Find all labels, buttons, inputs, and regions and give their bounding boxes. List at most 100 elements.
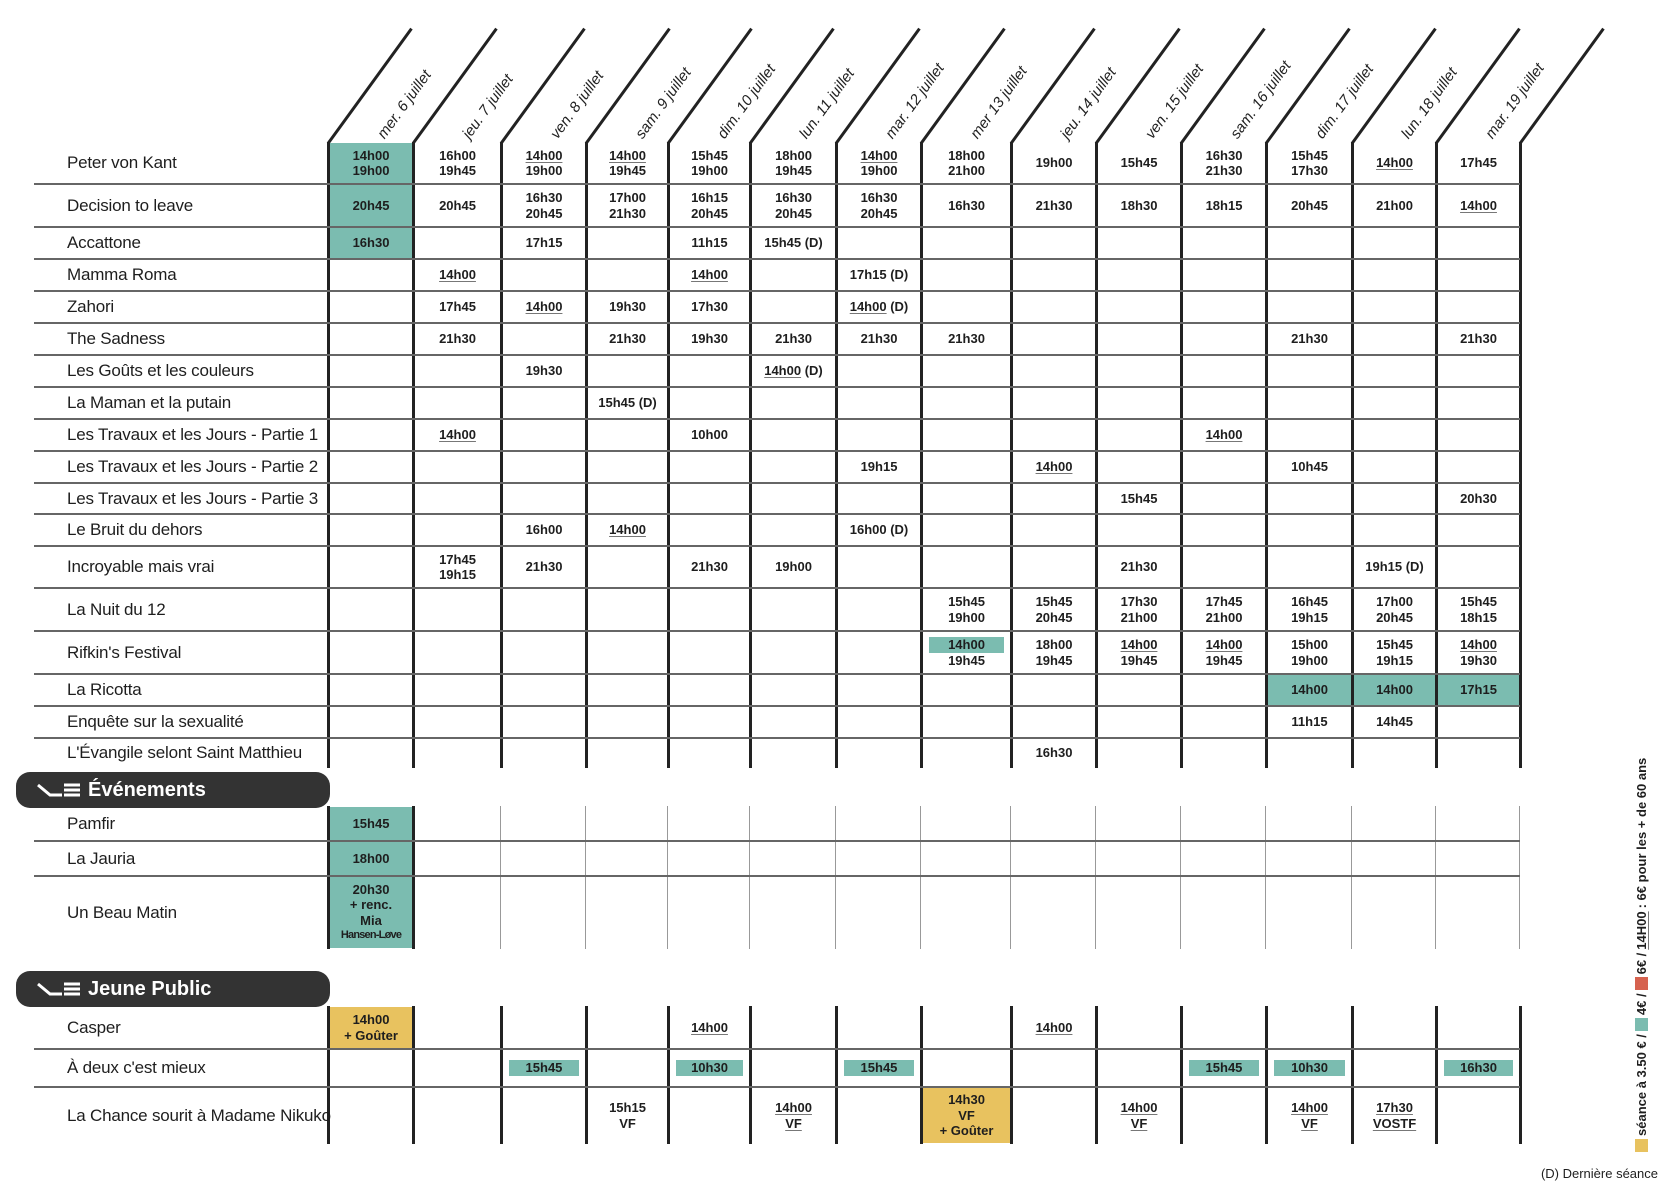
showtime-cell[interactable]: 17h45 19h15 bbox=[415, 547, 500, 587]
showtime-cell[interactable]: 20h45 bbox=[1268, 185, 1351, 226]
showtime-cell[interactable]: 16h30 bbox=[1438, 1050, 1519, 1086]
showtime-cell[interactable]: 14h00 VF bbox=[752, 1088, 835, 1143]
showtime-cell[interactable]: 17h15 bbox=[1438, 675, 1519, 705]
showtime-cell[interactable]: 14h00 bbox=[1354, 143, 1435, 183]
showtime-cell[interactable]: 15h45 (D) bbox=[588, 388, 667, 418]
showtime-cell[interactable]: 15h45 17h30 bbox=[1268, 143, 1351, 183]
showtime-cell[interactable]: 21h30 bbox=[503, 547, 585, 587]
showtime-cell[interactable]: 14h00 19h45 bbox=[1098, 632, 1180, 673]
showtime-cell[interactable]: 14h00 bbox=[1183, 420, 1265, 450]
showtime-cell[interactable]: 14h45 bbox=[1354, 707, 1435, 737]
showtime-cell[interactable]: 14h00 bbox=[1354, 675, 1435, 705]
showtime-cell[interactable]: 21h30 bbox=[752, 324, 835, 354]
showtime-cell[interactable]: 17h15 bbox=[503, 228, 585, 258]
showtime-cell[interactable]: 16h00 bbox=[503, 515, 585, 545]
showtime-cell[interactable]: 10h30 bbox=[1268, 1050, 1351, 1086]
showtime-cell[interactable]: 16h30 bbox=[1013, 739, 1095, 767]
showtime-cell[interactable]: 14h00 bbox=[588, 515, 667, 545]
showtime-cell[interactable]: 14h00 19h45 bbox=[588, 143, 667, 183]
showtime-cell[interactable]: 19h00 bbox=[752, 547, 835, 587]
showtime-cell[interactable]: 19h00 bbox=[1013, 143, 1095, 183]
showtime-cell[interactable]: 18h00 19h45 bbox=[752, 143, 835, 183]
showtime-cell[interactable]: 10h00 bbox=[670, 420, 749, 450]
showtime-cell[interactable]: 15h45 bbox=[1098, 484, 1180, 513]
showtime-cell[interactable]: 15h00 19h00 bbox=[1268, 632, 1351, 673]
showtime-cell[interactable]: 14h00 bbox=[670, 1007, 749, 1048]
showtime-cell[interactable]: 16h30 20h45 bbox=[838, 185, 920, 226]
showtime-cell[interactable]: 14h00 19h00 bbox=[503, 143, 585, 183]
showtime-cell[interactable]: 17h45 bbox=[415, 292, 500, 322]
showtime-cell[interactable]: 16h15 20h45 bbox=[670, 185, 749, 226]
showtime-cell[interactable]: 19h30 bbox=[503, 356, 585, 386]
showtime-cell[interactable]: 15h45 18h15 bbox=[1438, 589, 1519, 630]
showtime-cell[interactable]: 16h30 20h45 bbox=[752, 185, 835, 226]
showtime-cell[interactable]: 17h30 21h00 bbox=[1098, 589, 1180, 630]
showtime-cell[interactable]: 15h45 19h00 bbox=[923, 589, 1010, 630]
showtime-cell[interactable]: 20h30 bbox=[1438, 484, 1519, 513]
showtime-cell[interactable]: 19h15 bbox=[838, 452, 920, 482]
showtime-cell[interactable]: 20h30 + renc. Mia Hansen-Løve bbox=[330, 877, 412, 948]
showtime-cell[interactable]: 14h30 VF + Goûter bbox=[923, 1088, 1010, 1143]
showtime-cell[interactable]: 15h45 bbox=[330, 807, 412, 840]
showtime-cell[interactable]: 21h30 bbox=[838, 324, 920, 354]
showtime-cell[interactable]: 21h30 bbox=[1013, 185, 1095, 226]
showtime-cell[interactable]: 16h45 19h15 bbox=[1268, 589, 1351, 630]
showtime-cell[interactable]: 21h00 bbox=[1354, 185, 1435, 226]
showtime-cell[interactable]: 16h30 20h45 bbox=[503, 185, 585, 226]
showtime-cell[interactable]: 21h30 bbox=[588, 324, 667, 354]
showtime-cell[interactable]: 15h45 19h15 bbox=[1354, 632, 1435, 673]
showtime-cell[interactable]: 21h30 bbox=[415, 324, 500, 354]
showtime-cell[interactable]: 16h30 bbox=[923, 185, 1010, 226]
showtime-cell[interactable]: 16h30 bbox=[330, 228, 412, 258]
showtime-cell[interactable]: 14h00 bbox=[415, 260, 500, 290]
showtime-cell[interactable]: 19h15 (D) bbox=[1354, 547, 1435, 587]
showtime-cell[interactable]: 14h00 19h00 bbox=[838, 143, 920, 183]
showtime-cell[interactable]: 14h00 bbox=[503, 292, 585, 322]
showtime-cell[interactable]: 10h45 bbox=[1268, 452, 1351, 482]
showtime-cell[interactable]: 14h00 bbox=[1013, 1007, 1095, 1048]
showtime-cell[interactable]: 18h15 bbox=[1183, 185, 1265, 226]
showtime-cell[interactable]: 15h45 20h45 bbox=[1013, 589, 1095, 630]
showtime-cell[interactable]: 14h00 bbox=[1438, 185, 1519, 226]
showtime-cell[interactable]: 18h00 bbox=[330, 842, 412, 875]
showtime-cell[interactable]: 17h00 21h30 bbox=[588, 185, 667, 226]
showtime-cell[interactable]: 15h45 (D) bbox=[752, 228, 835, 258]
showtime-cell[interactable]: 21h30 bbox=[1098, 547, 1180, 587]
showtime-cell[interactable]: 15h45 bbox=[1098, 143, 1180, 183]
showtime-cell[interactable]: 14h00 (D) bbox=[838, 292, 920, 322]
showtime-cell[interactable]: 14h00 19h30 bbox=[1438, 632, 1519, 673]
showtime-cell[interactable]: 16h00 (D) bbox=[838, 515, 920, 545]
showtime-cell[interactable]: 17h45 bbox=[1438, 143, 1519, 183]
showtime-cell[interactable]: 20h45 bbox=[330, 185, 412, 226]
showtime-cell[interactable]: 14h00 (D) bbox=[752, 356, 835, 386]
showtime-cell[interactable]: 14h00 bbox=[670, 260, 749, 290]
showtime-cell[interactable]: 18h00 19h45 bbox=[1013, 632, 1095, 673]
showtime-cell[interactable]: 21h30 bbox=[1268, 324, 1351, 354]
showtime-cell[interactable]: 19h30 bbox=[588, 292, 667, 322]
showtime-cell[interactable]: 14h00 bbox=[415, 420, 500, 450]
showtime-cell[interactable]: 18h30 bbox=[1098, 185, 1180, 226]
showtime-cell[interactable]: 11h15 bbox=[1268, 707, 1351, 737]
showtime-cell[interactable]: 14h00 VF bbox=[1098, 1088, 1180, 1143]
showtime-cell[interactable]: 17h30 VOSTF bbox=[1354, 1088, 1435, 1143]
showtime-cell[interactable]: 14h00 + Goûter bbox=[330, 1007, 412, 1048]
showtime-cell[interactable]: 15h45 bbox=[503, 1050, 585, 1086]
showtime-cell[interactable]: 16h00 19h45 bbox=[415, 143, 500, 183]
showtime-cell[interactable]: 17h00 20h45 bbox=[1354, 589, 1435, 630]
showtime-cell[interactable]: 14h00 19h45 bbox=[923, 632, 1010, 673]
showtime-cell[interactable]: 20h45 bbox=[415, 185, 500, 226]
showtime-cell[interactable]: 17h30 bbox=[670, 292, 749, 322]
showtime-cell[interactable]: 16h30 21h30 bbox=[1183, 143, 1265, 183]
showtime-cell[interactable]: 14h00 VF bbox=[1268, 1088, 1351, 1143]
showtime-cell[interactable]: 10h30 bbox=[670, 1050, 749, 1086]
showtime-cell[interactable]: 17h15 (D) bbox=[838, 260, 920, 290]
showtime-cell[interactable]: 21h30 bbox=[923, 324, 1010, 354]
showtime-cell[interactable]: 15h45 bbox=[838, 1050, 920, 1086]
showtime-cell[interactable]: 19h30 bbox=[670, 324, 749, 354]
showtime-cell[interactable]: 15h45 bbox=[1183, 1050, 1265, 1086]
showtime-cell[interactable]: 15h45 19h00 bbox=[670, 143, 749, 183]
showtime-cell[interactable]: 21h30 bbox=[1438, 324, 1519, 354]
showtime-cell[interactable]: 15h15 VF bbox=[588, 1088, 667, 1143]
showtime-cell[interactable]: 11h15 bbox=[670, 228, 749, 258]
showtime-cell[interactable]: 21h30 bbox=[670, 547, 749, 587]
